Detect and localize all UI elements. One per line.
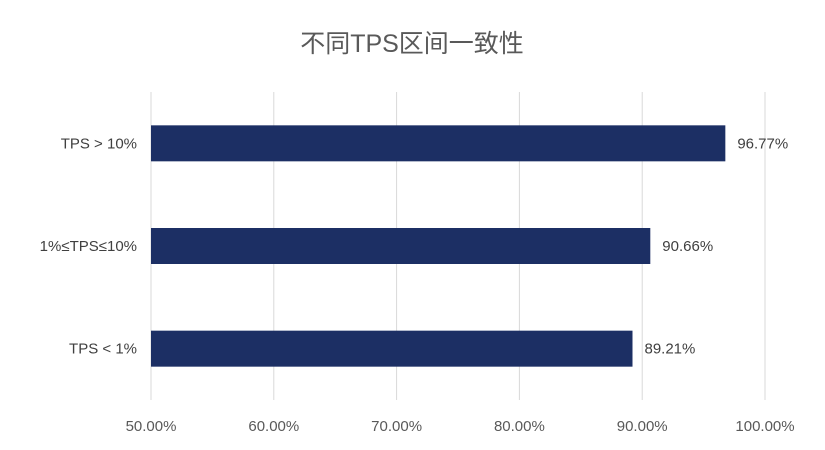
- bar: [151, 228, 651, 264]
- x-tick-label: 50.00%: [126, 418, 177, 435]
- data-label: 96.77%: [737, 135, 788, 152]
- bar: [151, 330, 633, 367]
- data-label: 89.21%: [644, 341, 695, 358]
- bar: [151, 125, 726, 162]
- x-tick-label: 80.00%: [494, 418, 545, 435]
- x-tick-label: 100.00%: [735, 418, 794, 435]
- category-label: TPS < 1%: [69, 341, 137, 358]
- category-label: TPS > 10%: [61, 135, 137, 152]
- data-label: 90.66%: [662, 238, 713, 255]
- category-label: 1%≤TPS≤10%: [40, 238, 137, 255]
- x-tick-label: 90.00%: [617, 418, 668, 435]
- x-tick-label: 60.00%: [248, 418, 299, 435]
- x-tick-label: 70.00%: [371, 418, 422, 435]
- chart-title: 不同TPS区间一致性: [300, 30, 524, 58]
